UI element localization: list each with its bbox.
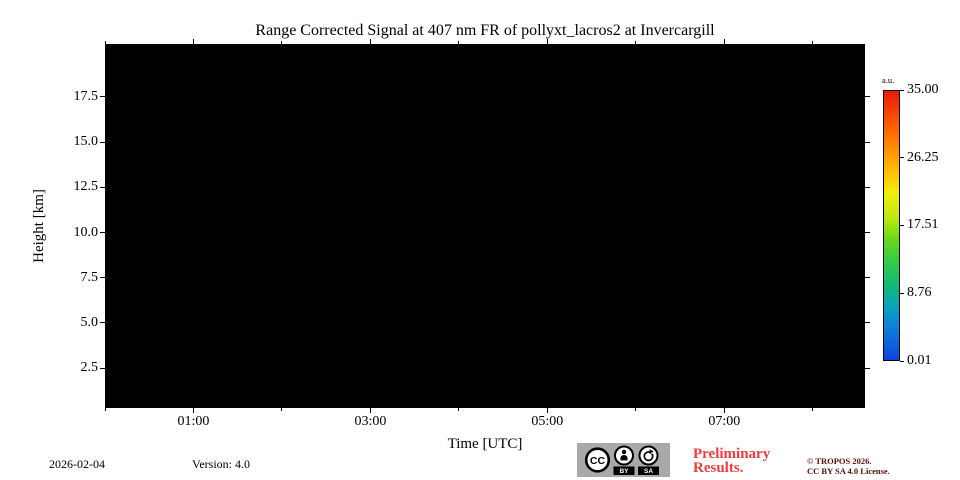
y-tick-label: 7.5 [80,269,99,285]
colorbar-unit-label: a.u. [882,75,895,85]
y-tick-left [100,186,105,188]
y-tick-label: 15.0 [73,134,99,150]
y-tick-label: 12.5 [73,179,99,195]
cc-sa-circle-icon [638,445,659,466]
colorbar-tick-label: 17.51 [907,217,939,233]
copyright-line2: CC BY SA 4.0 License. [807,466,890,476]
colorbar-tick-label: 26.25 [907,149,939,165]
x-major-tick-top [192,39,194,44]
y-tick-right [865,367,870,369]
date-label: 2026-02-04 [49,457,105,471]
y-tick-label: 2.5 [80,360,99,376]
x-minor-tick-bottom [104,408,106,411]
x-minor-tick-bottom [458,408,460,411]
cc-by-person-head [621,449,627,455]
copyright-line1: © TROPOS 2026. [807,456,872,466]
y-tick-left [100,277,105,279]
colorbar-tick-label: 8.76 [907,285,932,301]
x-minor-tick-top [281,41,283,44]
x-minor-tick-bottom [281,408,283,411]
version-label: Version: 4.0 [192,457,250,471]
x-major-tick-top [546,39,548,44]
y-tick-right [865,232,870,233]
y-tick-right [865,96,870,98]
cc-sa-arrowhead [649,449,654,454]
x-major-tick-bottom [192,408,194,413]
x-major-tick-bottom [723,408,725,413]
x-major-tick-top [369,39,371,44]
x-minor-tick-top [458,41,460,44]
y-tick-left [100,96,105,98]
y-tick-label: 5.0 [80,314,99,330]
x-major-tick-bottom [369,408,371,413]
x-minor-tick-bottom [812,408,814,411]
colorbar-tick [900,224,904,226]
plot-area [105,44,865,408]
y-axis-label: Height [km] [31,189,47,263]
x-tick-label: 03:00 [354,414,387,429]
colorbar-tick-label: 35.00 [907,82,939,97]
colorbar-tick [900,157,904,159]
cc-logo-text: CC [590,455,606,467]
y-tick-left [100,322,105,324]
y-tick-right [865,322,870,324]
cc-sa-label: SA [644,468,653,475]
x-minor-tick-bottom [635,408,637,411]
colorbar-tick [900,89,904,91]
copyright-label: © TROPOS 2026. CC BY SA 4.0 License. [807,456,890,476]
colorbar-tick-label: 0.01 [907,353,932,368]
chart-title: Range Corrected Signal at 407 nm FR of p… [255,22,715,39]
colorbar-tick [900,292,904,294]
y-tick-right [865,277,870,279]
y-tick-right [865,186,870,188]
x-tick-label: 05:00 [531,414,564,429]
y-tick-right [865,141,870,143]
x-minor-tick-top [812,41,814,44]
cc-by-sa-badge: CC BY SA [577,443,670,477]
x-minor-tick-top [104,41,106,44]
cc-by-label: BY [619,468,629,475]
preliminary-results-label: Preliminary Results. [693,446,771,476]
x-tick-label: 01:00 [177,414,210,429]
y-tick-label: 10.0 [73,224,99,240]
y-tick-left [100,232,105,233]
x-tick-label: 07:00 [708,414,741,429]
cc-sa-arrow-ring [643,451,654,462]
cc-by-bar [613,466,635,475]
x-major-tick-bottom [546,408,548,413]
colorbar [883,90,900,361]
x-major-tick-top [723,39,725,44]
x-axis-label: Time [UTC] [447,436,523,452]
cc-logo-icon [584,447,611,473]
y-tick-left [100,141,105,143]
x-minor-tick-top [635,41,637,44]
cc-sa-bar [638,466,659,475]
y-tick-label: 17.5 [73,88,99,104]
y-tick-left [100,367,105,369]
cc-by-person-body [620,455,628,461]
colorbar-tick [900,360,904,362]
